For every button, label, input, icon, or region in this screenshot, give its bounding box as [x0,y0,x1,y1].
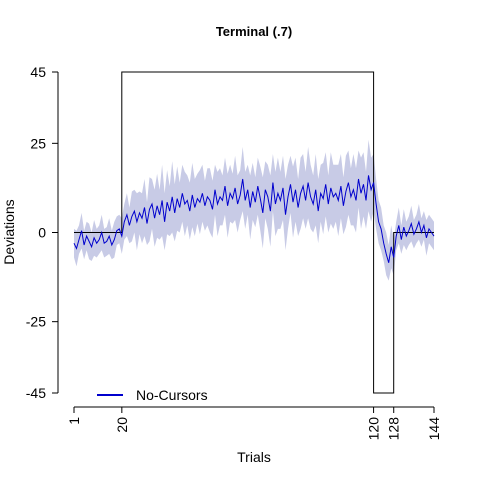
legend-label-no-cursors: No-Cursors [136,387,208,403]
y-axis-label: Deviations [1,199,17,264]
y-tick-label: -45 [26,385,46,401]
x-tick-label: 1 [66,417,82,425]
x-tick-label: 20 [114,417,130,433]
perturbation-schedule-layer [74,71,434,394]
legend: No-Cursors [97,387,208,403]
perturbation-schedule-line [74,71,434,394]
y-tick-label: -25 [26,314,46,330]
y-tick-label: 45 [30,64,46,80]
confidence-band-layer [74,139,434,281]
confidence-band [74,139,434,281]
y-tick-label: 0 [38,225,46,241]
y-tick-label: 25 [30,135,46,151]
series-line-no-cursors [73,175,435,263]
x-tick-label: 128 [386,417,402,441]
chart-title: Terminal (.7) [216,24,292,39]
x-tick-label: 144 [426,417,442,441]
x-tick-label: 120 [366,417,382,441]
x-axis-label: Trials [237,449,271,465]
series-layer [73,175,435,263]
